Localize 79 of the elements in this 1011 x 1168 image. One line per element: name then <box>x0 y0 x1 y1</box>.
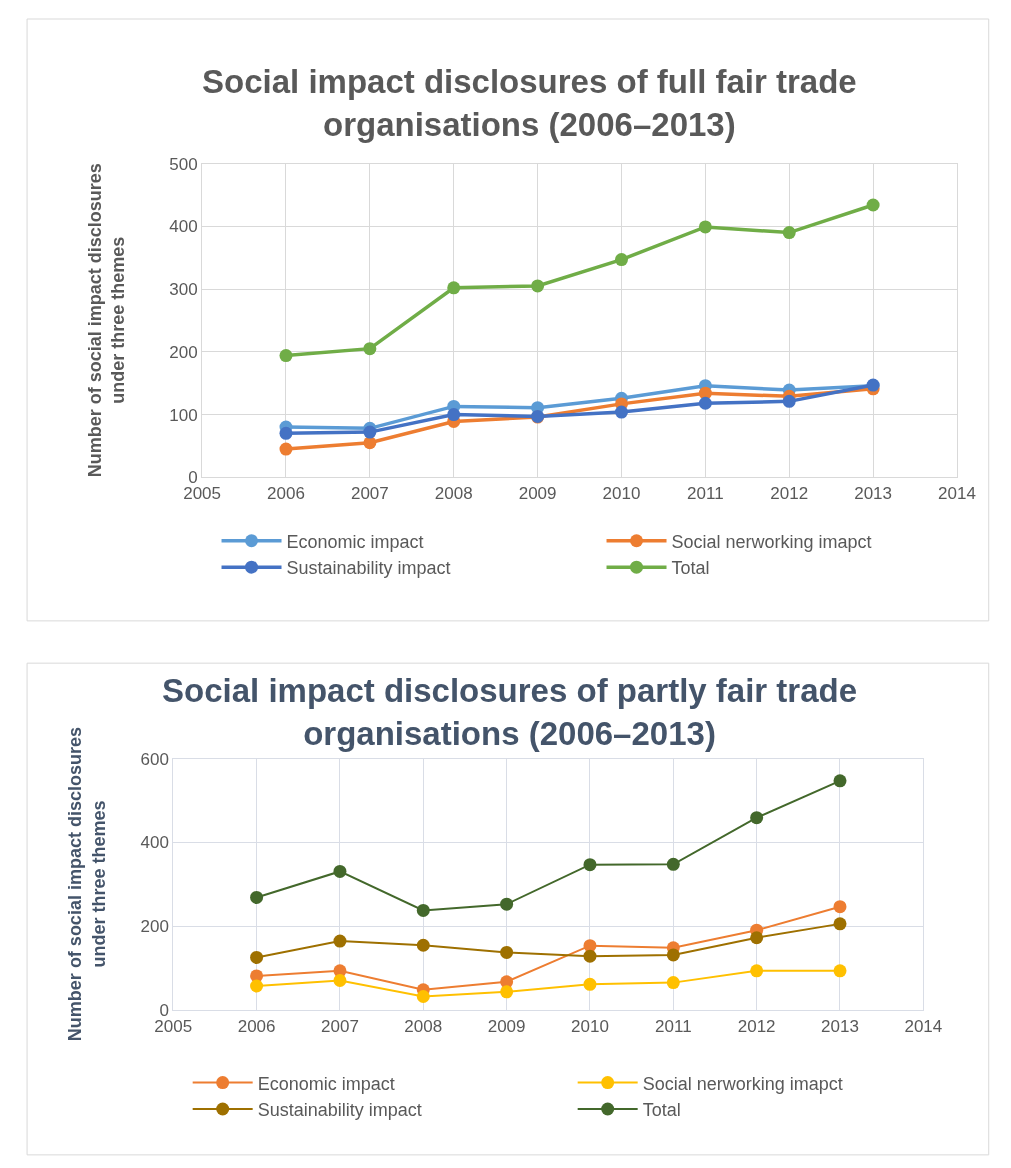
x-tick-label: 2009 <box>487 1016 526 1036</box>
point <box>447 408 461 422</box>
point <box>333 974 347 988</box>
legend-label: Total <box>642 1100 681 1121</box>
point <box>833 964 847 978</box>
point <box>614 405 628 419</box>
point <box>583 977 597 991</box>
x-tick-label: 2011 <box>687 483 724 503</box>
x-tick-label: 2009 <box>518 483 557 503</box>
point <box>666 976 680 990</box>
point <box>531 279 545 293</box>
point <box>614 253 628 267</box>
y-tick-label: 300 <box>169 280 198 300</box>
point <box>666 857 680 871</box>
x-tick-label: 2006 <box>237 1016 276 1036</box>
x-tick-label: 2014 <box>938 483 976 503</box>
point <box>750 811 764 825</box>
point <box>698 220 712 234</box>
y-tick-label: 600 <box>140 749 169 769</box>
x-tick-label: 2010 <box>602 483 641 503</box>
x-tick-label: 2012 <box>770 483 809 503</box>
x-tick-label: 2008 <box>434 483 473 503</box>
point <box>833 774 847 788</box>
point <box>279 442 293 456</box>
x-tick-label: 2010 <box>571 1016 609 1036</box>
y-tick-label: 400 <box>140 833 169 853</box>
point <box>333 934 347 948</box>
x-tick-label: 2014 <box>904 1016 943 1036</box>
y-tick-label: 200 <box>140 917 169 937</box>
y-tick-label: 400 <box>169 217 198 237</box>
point <box>416 938 430 952</box>
x-tick-label: 2007 <box>350 483 389 503</box>
x-tick-label: 2013 <box>821 1016 859 1036</box>
legend-label: Sustainability impact <box>257 1100 422 1121</box>
point <box>416 903 430 917</box>
y-tick-label: 200 <box>169 342 198 362</box>
point <box>250 890 264 904</box>
x-tick-label: 2008 <box>404 1016 443 1036</box>
point <box>583 949 597 963</box>
point <box>750 964 764 978</box>
point <box>500 897 514 911</box>
legend-label: Social nerworking imapct <box>671 531 872 552</box>
point <box>782 394 796 408</box>
point <box>833 900 847 914</box>
legend-label: Sustainability impact <box>286 558 451 579</box>
point <box>363 425 377 439</box>
point <box>833 917 847 931</box>
point <box>363 342 377 356</box>
point <box>250 979 264 993</box>
point <box>500 985 514 999</box>
point <box>500 945 514 959</box>
point <box>782 226 796 240</box>
point <box>333 864 347 878</box>
legend-label: Social nerworking imapct <box>642 1073 843 1094</box>
point <box>447 281 461 295</box>
y-axis-title: Number of social impact disclosures under three themes <box>65 727 109 1042</box>
y-tick-label: 100 <box>169 405 198 425</box>
x-tick-label: 2007 <box>321 1016 359 1036</box>
y-tick-label: 500 <box>169 154 198 174</box>
x-tick-label: 2011 <box>655 1016 692 1036</box>
chart-title: Social impact disclosures of full fair trade organisations (2006–2013) <box>202 63 857 143</box>
point <box>583 858 597 872</box>
legend-label: Economic impact <box>286 531 424 552</box>
y-axis-title: Number of social impact disclosures under three themes <box>84 163 128 478</box>
point <box>250 950 264 964</box>
point <box>866 198 880 212</box>
x-tick-label: 2013 <box>854 483 893 503</box>
legend-label: Economic impact <box>257 1073 395 1094</box>
legend-label: Total <box>671 558 710 579</box>
point <box>363 436 377 450</box>
point <box>279 426 293 440</box>
x-tick-label: 2006 <box>267 483 305 503</box>
point <box>666 948 680 962</box>
chart-title: Social impact disclosures of partly fair trade organisations (2006–2013) <box>162 672 858 752</box>
point <box>750 931 764 945</box>
point <box>698 396 712 410</box>
point <box>416 989 430 1003</box>
point <box>279 349 293 363</box>
x-tick-label: 2012 <box>737 1016 776 1036</box>
